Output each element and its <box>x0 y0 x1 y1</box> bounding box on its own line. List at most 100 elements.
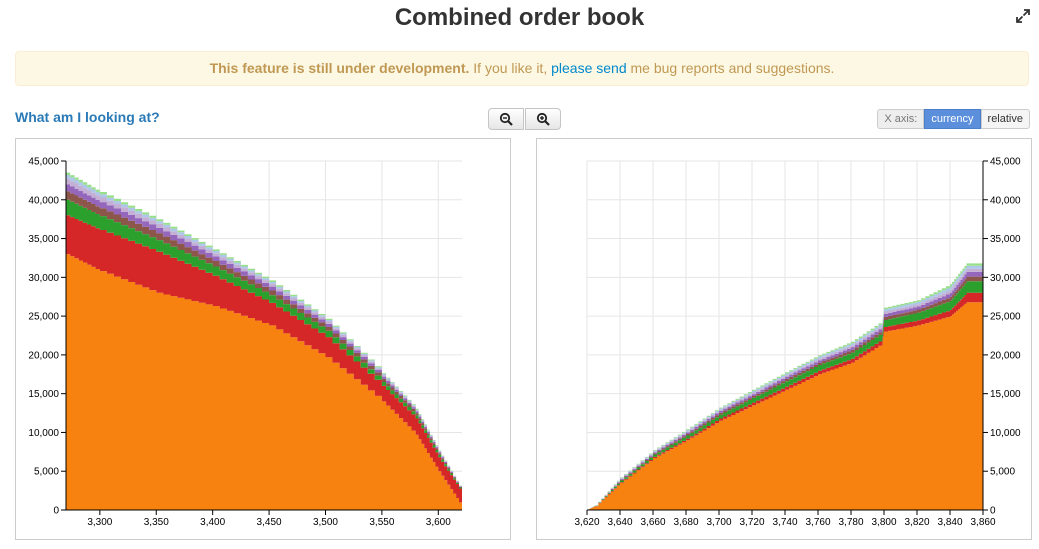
y-tick-label: 20,000 <box>28 350 59 361</box>
zoom-out-button[interactable] <box>488 108 524 130</box>
x-axis-toggle: X axis: currency relative <box>877 109 1030 129</box>
y-tick-label: 45,000 <box>28 157 59 168</box>
y-tick-label: 20,000 <box>990 350 1021 361</box>
y-tick-label: 30,000 <box>990 273 1021 284</box>
y-tick-label: 30,000 <box>28 273 59 284</box>
bug-report-link[interactable]: please send <box>551 60 627 76</box>
x-tick: 3,500 <box>313 510 338 528</box>
x-axis-currency-button[interactable]: currency <box>924 109 981 129</box>
y-tick-label: 5,000 <box>990 467 1015 478</box>
x-tick-label: 3,860 <box>970 517 995 528</box>
y-tick-label: 10,000 <box>28 428 59 439</box>
y-tick-label: 0 <box>990 506 996 517</box>
x-tick-label: 3,600 <box>426 517 451 528</box>
area-series-2 <box>66 215 462 507</box>
y-tick-label: 40,000 <box>990 195 1021 206</box>
y-tick: 25,000 <box>983 312 1021 323</box>
y-tick: 40,000 <box>983 195 1021 206</box>
notice-text: If you like it, <box>469 60 552 76</box>
x-tick: 3,600 <box>426 510 451 528</box>
axes: 0 5,000 10,000 15,000 20,000 25,000 30,000 35,0… <box>28 157 462 528</box>
notice-bold-text: This feature is still under development. <box>209 60 470 76</box>
x-tick-label: 3,500 <box>313 517 338 528</box>
y-tick: 15,000 <box>28 389 66 400</box>
x-tick-label: 3,660 <box>640 517 665 528</box>
y-tick: 45,000 <box>983 157 1021 168</box>
x-tick: 3,700 <box>706 510 732 528</box>
y-tick: 15,000 <box>983 389 1021 400</box>
area-series-group <box>66 172 462 510</box>
x-tick: 3,760 <box>805 510 831 528</box>
zoom-out-icon <box>499 112 513 126</box>
x-tick-label: 3,640 <box>607 517 632 528</box>
x-tick: 3,620 <box>574 510 600 528</box>
y-tick: 40,000 <box>28 195 66 206</box>
y-tick: 10,000 <box>28 428 66 439</box>
zoom-controls <box>488 108 561 130</box>
help-link[interactable]: What am I looking at? <box>15 109 160 125</box>
x-tick-label: 3,720 <box>739 517 764 528</box>
x-tick-label: 3,620 <box>574 517 599 528</box>
x-tick-label: 3,820 <box>904 517 929 528</box>
bids-depth-chart: 0 5,000 10,000 15,000 20,000 25,000 30,000 35,0… <box>28 157 462 528</box>
x-tick: 3,350 <box>144 510 169 528</box>
notice-text-tail: me bug reports and suggestions. <box>626 60 835 76</box>
page-title: Combined order book <box>394 4 645 31</box>
y-tick: 30,000 <box>28 273 66 284</box>
x-tick-label: 3,740 <box>772 517 797 528</box>
y-tick-label: 25,000 <box>28 312 59 323</box>
area-series-3 <box>587 281 983 510</box>
y-tick: 20,000 <box>983 350 1021 361</box>
y-tick: 45,000 <box>28 157 66 168</box>
y-tick: 0 <box>983 506 996 517</box>
area-series-group <box>587 263 983 510</box>
x-tick: 3,800 <box>871 510 897 528</box>
x-tick: 3,780 <box>838 510 864 528</box>
expand-icon[interactable] <box>1015 8 1031 24</box>
y-tick: 25,000 <box>28 312 66 323</box>
x-tick-label: 3,300 <box>87 517 112 528</box>
x-tick: 3,840 <box>937 510 963 528</box>
axes: 0 5,000 10,000 15,000 20,000 25,000 30,000 35,0… <box>574 157 1021 529</box>
x-tick: 3,400 <box>200 510 226 528</box>
y-tick-label: 10,000 <box>990 428 1021 439</box>
y-tick: 5,000 <box>983 467 1015 478</box>
x-axis-relative-button[interactable]: relative <box>980 109 1030 129</box>
y-tick: 20,000 <box>28 350 66 361</box>
y-tick-label: 25,000 <box>990 312 1021 323</box>
x-tick: 3,550 <box>369 510 395 528</box>
x-tick-label: 3,680 <box>673 517 698 528</box>
y-tick: 10,000 <box>983 428 1021 439</box>
x-tick: 3,680 <box>673 510 699 528</box>
x-tick-label: 3,840 <box>937 517 962 528</box>
y-tick-label: 15,000 <box>28 389 59 400</box>
area-series-4 <box>587 276 983 510</box>
x-tick-label: 3,780 <box>838 517 863 528</box>
area-series-1 <box>587 302 983 510</box>
y-tick: 35,000 <box>28 234 66 245</box>
zoom-in-button[interactable] <box>525 108 561 130</box>
bids-chart-panel: 0 5,000 10,000 15,000 20,000 25,000 30,000 35,0… <box>15 138 511 540</box>
asks-chart-panel: 0 5,000 10,000 15,000 20,000 25,000 30,000 35,0… <box>536 138 1032 540</box>
asks-depth-chart: 0 5,000 10,000 15,000 20,000 25,000 30,000 35,0… <box>574 157 1021 529</box>
y-tick-label: 45,000 <box>990 157 1021 168</box>
zoom-in-icon <box>536 112 550 126</box>
development-notice: This feature is still under development.… <box>15 51 1029 86</box>
y-tick: 35,000 <box>983 234 1021 245</box>
x-tick-label: 3,350 <box>144 517 169 528</box>
x-tick-label: 3,400 <box>200 517 225 528</box>
x-axis-label: X axis: <box>877 109 925 129</box>
y-tick-label: 40,000 <box>28 195 59 206</box>
x-tick: 3,640 <box>607 510 633 528</box>
y-tick: 0 <box>53 506 66 517</box>
x-tick-label: 3,800 <box>871 517 896 528</box>
area-series-1 <box>66 254 462 510</box>
y-tick-label: 0 <box>53 506 59 517</box>
y-tick-label: 5,000 <box>34 467 59 478</box>
x-tick: 3,450 <box>257 510 282 528</box>
y-tick-label: 35,000 <box>28 234 59 245</box>
area-series-3 <box>66 199 462 493</box>
x-tick: 3,660 <box>640 510 666 528</box>
x-tick-label: 3,700 <box>706 517 731 528</box>
y-tick: 5,000 <box>34 467 66 478</box>
